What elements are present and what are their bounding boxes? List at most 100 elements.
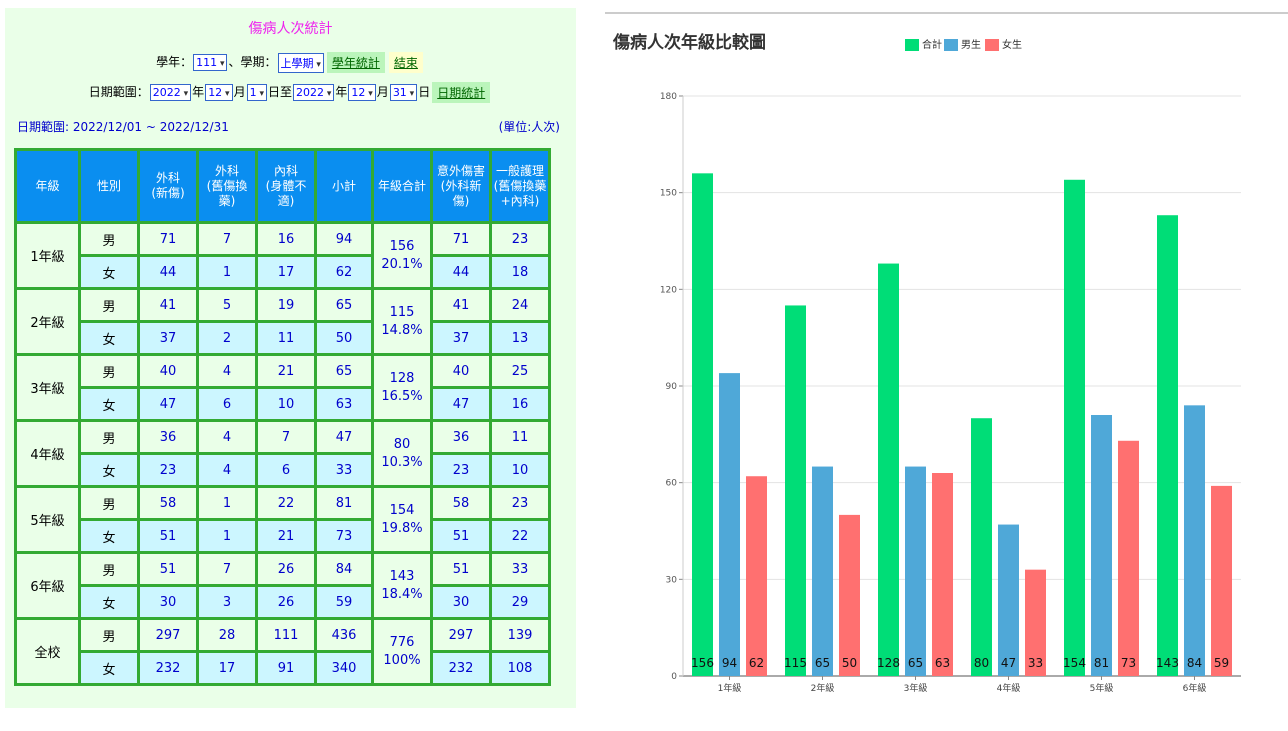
chart-title: 傷病人次年級比較圖 [613,33,766,53]
grade-total-value: 776 [389,634,415,650]
data-label: 73 [1121,656,1136,670]
start-month-select[interactable]: 12 [205,84,233,101]
legend-label: 女生 [1002,40,1022,51]
month-unit: 月 [233,85,246,99]
value-cell: 44 [140,257,196,287]
value-cell: 65 [317,290,371,320]
value-cell: 4 [199,356,255,386]
value-cell: 10 [258,389,314,419]
stats-table: 年級 性別 外科 (新傷) 外科 (舊傷換藥) 內科 (身體不適) 小計 年級合計 意外傷害 … [14,148,551,686]
grade-cell: 6年級 [17,554,78,617]
value-cell: 3 [199,587,255,617]
value-cell: 23 [433,455,489,485]
data-label: 94 [722,656,737,670]
value-cell: 19 [258,290,314,320]
table-row: 6年級男 51 7 26 84 143 18.4% 51 33 [17,554,548,617]
bar [998,524,1019,676]
value-cell: 108 [492,653,548,683]
column-header: 意外傷害 (外科新傷) [433,151,489,221]
value-cell: 17 [199,653,255,683]
y-tick-label: 30 [666,575,678,585]
gender-cell: 女 [81,455,137,485]
data-label: 115 [784,656,807,670]
value-cell: 84 [317,554,371,584]
bar [839,514,860,676]
value-cell: 7 [199,554,255,584]
date-stats-button[interactable]: 日期統計 [432,82,491,103]
bar [905,466,926,676]
value-cell: 58 [140,488,196,518]
grade-total-cell: 154 19.8% [374,488,430,551]
year-stats-button[interactable]: 學年統計 [326,52,385,73]
value-cell: 40 [140,356,196,386]
value-cell: 11 [492,422,548,452]
value-cell: 94 [317,224,371,254]
value-cell: 91 [258,653,314,683]
column-header: 年級 [17,151,78,221]
grade-total-percent: 20.1% [381,256,423,272]
year-term-controls: 學年：111、學期：上學期學年統計結束 [5,52,576,73]
grade-total-cell: 143 18.4% [374,554,430,617]
day-unit: 日 [418,85,431,99]
value-cell: 5 [199,290,255,320]
value-cell: 16 [492,389,548,419]
bar [1157,215,1178,676]
legend-label: 男生 [961,40,981,51]
x-tick-label: 2年級 [811,682,835,694]
grade-cell: 2年級 [17,290,78,353]
end-year-select[interactable]: 2022 [293,84,335,101]
value-cell: 297 [140,620,196,650]
start-year-select[interactable]: 2022 [149,84,192,101]
legend-female[interactable]: 女生 [985,36,1022,51]
value-cell: 71 [433,224,489,254]
legend-total[interactable]: 合計 [905,36,942,51]
gender-cell: 女 [81,323,137,353]
start-day-select[interactable]: 1 [246,84,267,101]
grade-total-cell: 128 16.5% [374,356,430,419]
gender-cell: 女 [81,653,137,683]
value-cell: 63 [317,389,371,419]
data-label: 65 [908,656,923,670]
bar [1064,179,1085,676]
column-header: 年級合計 [374,151,430,221]
value-cell: 62 [317,257,371,287]
legend-swatch [985,39,999,51]
end-month-select[interactable]: 12 [348,84,376,101]
gender-cell: 男 [81,620,137,650]
end-day-select[interactable]: 31 [389,84,418,101]
value-cell: 47 [433,389,489,419]
term-select[interactable]: 上學期 [277,52,324,73]
day-to-label: 日至 [267,85,292,99]
column-header: 一般護理 (舊傷換藥 +內科) [492,151,548,221]
value-cell: 139 [492,620,548,650]
column-header: 外科 (新傷) [140,151,196,221]
bar [1025,569,1046,676]
y-tick-label: 150 [660,189,677,199]
value-cell: 21 [258,521,314,551]
value-cell: 40 [433,356,489,386]
value-cell: 37 [433,323,489,353]
grade-cell: 全校 [17,620,78,683]
grade-total-cell: 156 20.1% [374,224,430,287]
legend-male[interactable]: 男生 [944,36,981,51]
value-cell: 25 [492,356,548,386]
year-select[interactable]: 111 [193,54,228,71]
value-cell: 1 [199,521,255,551]
value-cell: 436 [317,620,371,650]
table-header-row: 年級 性別 外科 (新傷) 外科 (舊傷換藥) 內科 (身體不適) 小計 年級合計 意外傷害 … [17,151,548,221]
gender-cell: 男 [81,554,137,584]
value-cell: 13 [492,323,548,353]
end-button[interactable]: 結束 [388,52,423,73]
gender-cell: 男 [81,356,137,386]
value-cell: 71 [140,224,196,254]
value-cell: 6 [199,389,255,419]
gender-cell: 男 [81,290,137,320]
table-row: 女 47 6 10 63 47 16 [17,389,548,419]
table-row: 女 30 3 26 59 30 29 [17,587,548,617]
y-tick-label: 120 [660,285,677,295]
data-label: 33 [1028,656,1043,670]
value-cell: 30 [433,587,489,617]
value-cell: 28 [199,620,255,650]
value-cell: 4 [199,455,255,485]
bar [1118,440,1139,676]
